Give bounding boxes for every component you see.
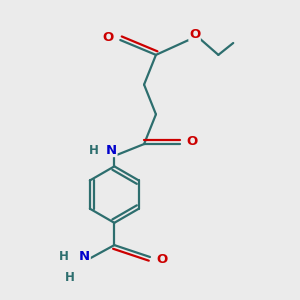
Text: H: H [65, 271, 75, 284]
Text: H: H [59, 250, 69, 263]
Text: N: N [79, 250, 90, 263]
Text: N: N [106, 143, 117, 157]
Text: O: O [103, 31, 114, 44]
Text: O: O [156, 254, 167, 266]
Text: O: O [186, 135, 197, 148]
Text: O: O [189, 28, 200, 40]
Text: H: H [88, 143, 98, 157]
